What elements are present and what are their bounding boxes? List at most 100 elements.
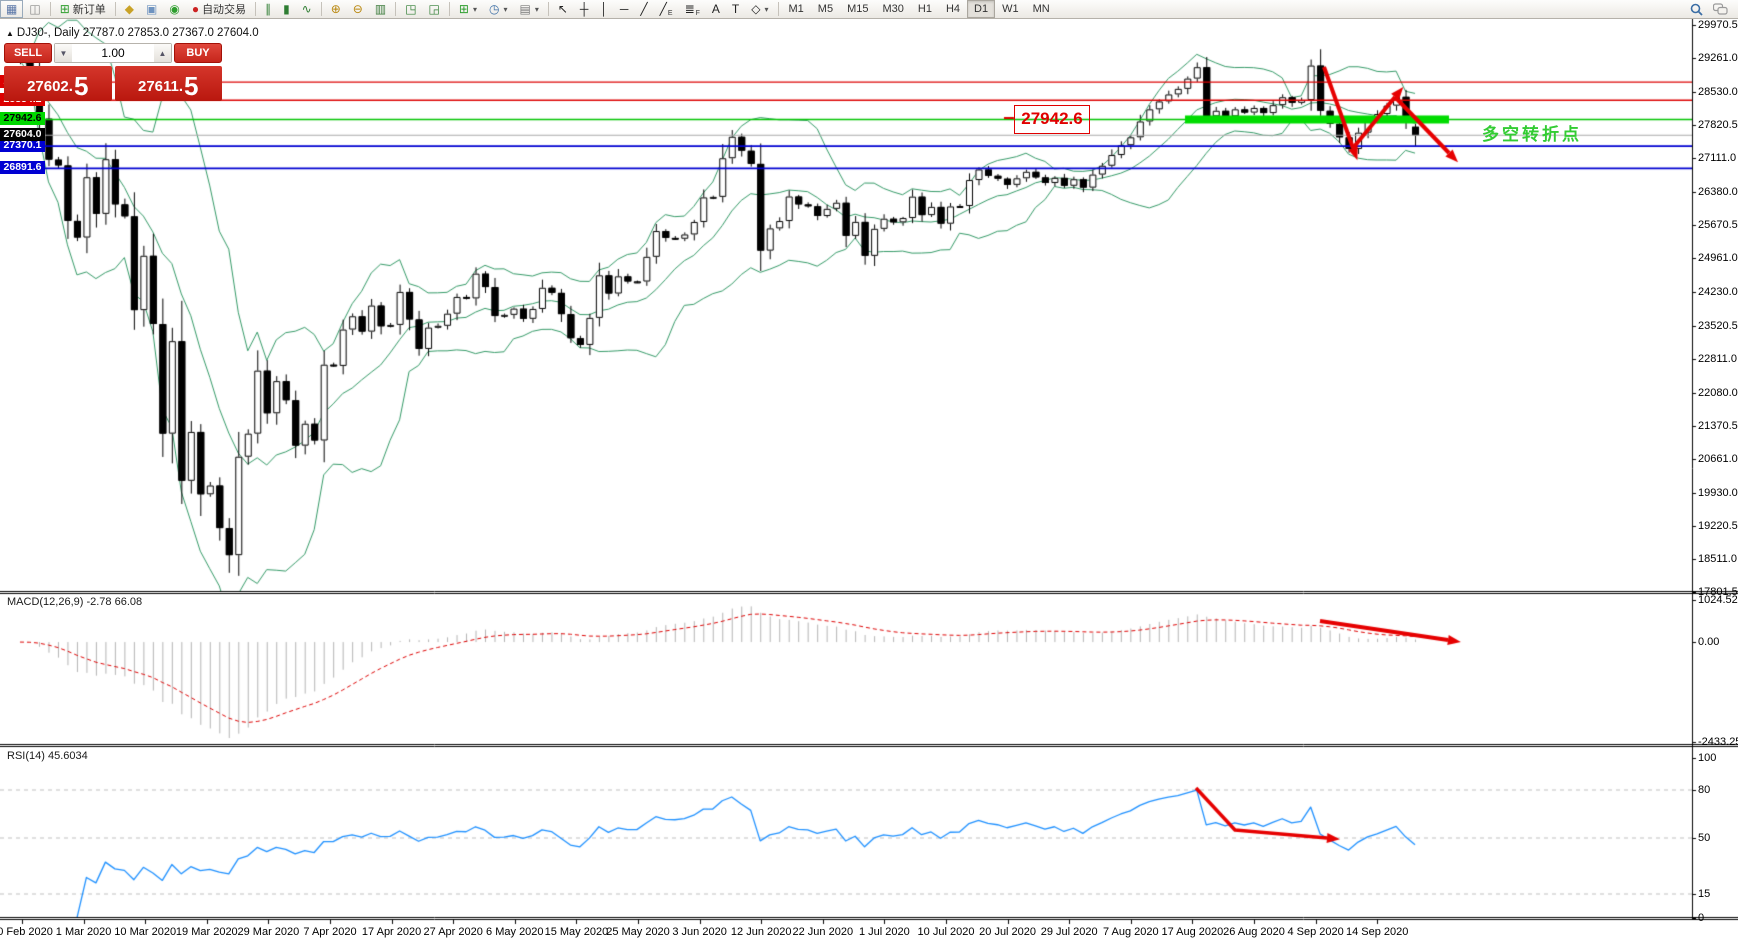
toolbar-separator xyxy=(114,2,116,16)
timeframe-m15[interactable]: M15 xyxy=(847,3,869,15)
toolbar-separator xyxy=(547,2,549,16)
signals-icon[interactable]: ◉ xyxy=(163,0,185,18)
horizontal-line-tool-icon[interactable]: ─ xyxy=(614,0,635,18)
cursor-tool-icon[interactable]: ↖ xyxy=(552,0,574,18)
volume-input[interactable] xyxy=(72,44,154,62)
trendline-tool-icon[interactable]: ╱ xyxy=(634,0,653,18)
periods-menu-button: ◷ xyxy=(488,2,500,16)
chat-icon[interactable] xyxy=(1713,2,1728,16)
sell-button[interactable]: SELL xyxy=(4,43,52,63)
toolbar-separator xyxy=(255,2,257,16)
one-click-trading-panel: SELL ▼ ▲ BUY 27602.5 27611.5 xyxy=(4,43,222,101)
chevron-down-icon: ▾ xyxy=(503,4,508,14)
fibonacci-tool-icon[interactable]: ≣ F xyxy=(679,0,706,18)
autotrading-button-label: 自动交易 xyxy=(202,4,247,16)
vertical-line-tool-icon: │ xyxy=(600,2,608,16)
autotrading-button: ● xyxy=(191,2,200,16)
price-level-note[interactable]: 27942.6 xyxy=(1014,105,1090,134)
timeframe-w1[interactable]: W1 xyxy=(1002,3,1019,15)
down-arrow-icon: ▼ xyxy=(59,48,68,58)
timeframe-h1[interactable]: H1 xyxy=(917,3,932,15)
line-chart-type-icon[interactable]: ∿ xyxy=(296,0,318,18)
timeframe-m5[interactable]: M5 xyxy=(817,3,834,15)
history-center-icon: ◆ xyxy=(124,2,134,16)
volume-increase-button[interactable]: ▲ xyxy=(154,44,171,62)
templates-menu-button[interactable]: ▤ ▾ xyxy=(513,0,544,18)
timeframe-toolbar: M1 M5 M15 M30 H1 H4 D1 W1 MN xyxy=(782,0,1057,18)
toolbar-separator xyxy=(395,2,397,16)
search-icon[interactable] xyxy=(1690,3,1703,16)
bid-price-button[interactable]: 27602. 5 xyxy=(4,66,112,101)
zoom-in-icon[interactable]: ⊕ xyxy=(325,0,347,18)
toolbar-separator xyxy=(448,2,450,16)
new-order-button: ⊞ xyxy=(59,2,70,16)
main-toolbar: ▦ ◫ ⊞ 新订单 ◆ ▣ ◉ ● 自动交易 ∥ ▮ ∿ ⊕ ⊖ ▥ ◳ ◲ ⊞ ▾ ◷ ▾ ▤ ▾ ↖ ┼ │ ─ ╱ ╱ E ≣ F A T ◇… xyxy=(0,0,1738,19)
timeframe-d1[interactable]: D1 xyxy=(967,0,996,18)
text-label-tool-icon[interactable]: T xyxy=(726,0,745,18)
toolbar-buttons: ▦ ◫ ⊞ 新订单 ◆ ▣ ◉ ● 自动交易 ∥ ▮ ∿ ⊕ ⊖ ▥ ◳ ◲ ⊞ ▾ ◷ ▾ ▤ ▾ ↖ ┼ │ ─ ╱ ╱ E ≣ F A T ◇… xyxy=(0,0,782,18)
tile-windows-icon[interactable]: ▥ xyxy=(369,0,392,18)
vertical-line-tool-icon[interactable]: │ xyxy=(594,0,614,18)
symbol-marker-icon: ▲ xyxy=(6,29,14,38)
ask-dot: . xyxy=(178,78,184,95)
equidistant-channel-tool-icon[interactable]: ╱ E xyxy=(654,0,679,18)
periods-menu-button[interactable]: ◷ ▾ xyxy=(483,0,514,18)
text-tool-icon[interactable]: A xyxy=(706,0,726,18)
fibonacci-tool-icon-sub: F xyxy=(695,10,700,17)
chevron-down-icon: ▾ xyxy=(764,4,769,14)
volume-decrease-button[interactable]: ▼ xyxy=(55,44,72,62)
timeframe-m30[interactable]: M30 xyxy=(882,3,904,15)
crosshair-tool-icon: ┼ xyxy=(579,2,589,16)
equidistant-channel-tool-icon-sub: E xyxy=(667,10,673,17)
indicators-menu-button[interactable]: ⊞ ▾ xyxy=(453,0,483,18)
toolbar-separator xyxy=(49,2,51,16)
profiles-icon: ◫ xyxy=(29,2,41,16)
ask-price-main: 27611 xyxy=(137,78,179,95)
candlestick-chart-type-icon: ▮ xyxy=(283,2,290,16)
chart-symbol-title: ▲ DJ30-, Daily 27787.0 27853.0 27367.0 27… xyxy=(6,27,259,39)
turning-point-note[interactable]: 多空转折点 xyxy=(1482,125,1582,144)
profiles-icon[interactable]: ◫ xyxy=(23,0,46,18)
data-window-icon: ◲ xyxy=(428,2,440,16)
fibonacci-tool-icon: ≣ xyxy=(684,2,695,16)
new-order-button[interactable]: ⊞ 新订单 xyxy=(54,0,112,18)
bar-chart-type-icon: ∥ xyxy=(265,2,272,16)
chevron-down-icon: ▾ xyxy=(534,4,539,14)
candlestick-chart-type-icon[interactable]: ▮ xyxy=(277,0,296,18)
symbol-ohlc-text: DJ30-, Daily 27787.0 27853.0 27367.0 276… xyxy=(16,27,259,39)
arrows-tool-button[interactable]: ◇ ▾ xyxy=(745,0,774,18)
buy-button[interactable]: BUY xyxy=(174,43,222,63)
charts-grid-icon[interactable]: ▦ xyxy=(0,0,24,18)
text-tool-icon: A xyxy=(711,2,720,16)
autotrading-button[interactable]: ● 自动交易 xyxy=(186,0,252,18)
zoom-out-icon: ⊖ xyxy=(352,2,363,16)
crosshair-tool-icon[interactable]: ┼ xyxy=(574,0,595,18)
signals-icon: ◉ xyxy=(169,2,180,16)
rsi-indicator-label: RSI(14) 45.6034 xyxy=(7,750,88,762)
data-window-icon[interactable]: ◲ xyxy=(423,0,446,18)
expert-advisors-icon[interactable]: ▣ xyxy=(140,0,163,18)
history-center-icon[interactable]: ◆ xyxy=(119,0,140,18)
text-label-tool-icon: T xyxy=(731,2,740,16)
cursor-tool-icon: ↖ xyxy=(557,2,568,16)
new-indicator-window-icon[interactable]: ◳ xyxy=(399,0,422,18)
arrows-tool-button: ◇ xyxy=(751,2,761,16)
expert-advisors-icon: ▣ xyxy=(145,2,158,16)
zoom-out-icon[interactable]: ⊖ xyxy=(347,0,369,18)
timeframe-h4[interactable]: H4 xyxy=(945,3,961,15)
toolbar-separator xyxy=(320,2,322,16)
toolbar-separator xyxy=(777,2,779,16)
ask-price-button[interactable]: 27611. 5 xyxy=(114,66,222,101)
indicators-menu-button: ⊞ xyxy=(458,2,469,16)
horizontal-line-tool-icon: ─ xyxy=(619,2,629,16)
templates-menu-button: ▤ xyxy=(519,2,531,16)
equidistant-channel-tool-icon: ╱ xyxy=(659,2,667,16)
ask-price-fraction: 5 xyxy=(184,71,199,101)
timeframe-m1[interactable]: M1 xyxy=(788,3,804,15)
new-indicator-window-icon: ◳ xyxy=(405,2,417,16)
tile-windows-icon: ▥ xyxy=(374,2,387,16)
bar-chart-type-icon[interactable]: ∥ xyxy=(259,0,277,18)
timeframe-mn[interactable]: MN xyxy=(1032,3,1050,15)
